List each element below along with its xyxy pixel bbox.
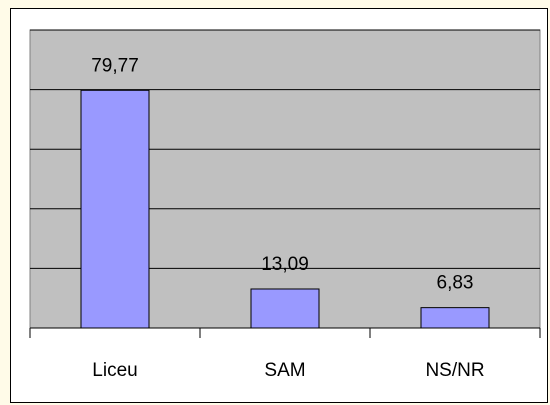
data-label: 6,83 xyxy=(437,273,474,294)
x-tick-label: SAM xyxy=(264,360,305,381)
bar xyxy=(80,89,150,329)
x-tick-label: NS/NR xyxy=(425,360,484,381)
data-label: 79,77 xyxy=(91,55,139,76)
x-tick-label: Liceu xyxy=(92,360,137,381)
bar xyxy=(420,307,490,329)
bar xyxy=(250,288,320,329)
data-label: 13,09 xyxy=(261,254,309,275)
